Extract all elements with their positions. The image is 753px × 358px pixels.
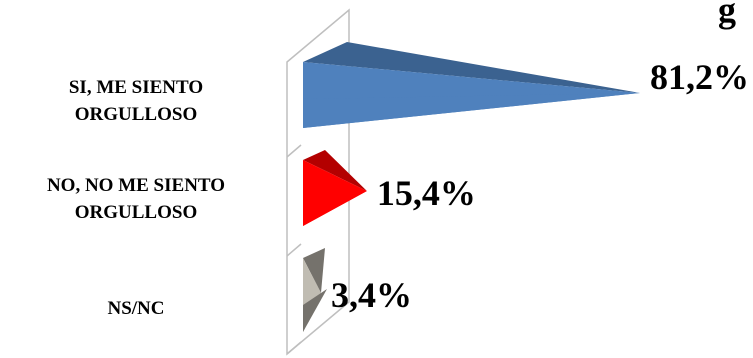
axis-floor-line	[286, 341, 302, 355]
pyramid-bar-lower-face	[303, 93, 640, 128]
value-label: 15,4%	[377, 173, 476, 213]
category-label-line: ORGULLOSO	[75, 104, 197, 125]
pyramid-bar-shadow-face	[303, 289, 327, 332]
chart-title-fragment: g	[718, 0, 736, 30]
labels-group: 81,2% SI, ME SIENTO ORGULLOSO 15,4% NO, NO M…	[47, 57, 749, 319]
category-label-line: NO, NO ME SIENTO	[47, 175, 225, 196]
pyramid-bar-top-face	[303, 248, 325, 293]
category-label: SI, ME SIENTO ORGULLOSO	[69, 77, 203, 125]
pyramid-bar-top-face	[303, 150, 367, 191]
pyramid-bar-lower-face	[303, 191, 367, 226]
axis-tick	[286, 144, 302, 158]
category-label-line: ORGULLOSO	[75, 202, 197, 223]
bars-group	[303, 42, 640, 332]
category-label: NS/NC	[107, 298, 164, 319]
axis-tick	[286, 243, 302, 257]
pyramid-bar	[303, 248, 327, 332]
category-label-line: SI, ME SIENTO	[69, 77, 203, 98]
category-label-line: NS/NC	[107, 298, 164, 319]
value-label: 81,2%	[650, 57, 749, 97]
value-label: 3,4%	[331, 275, 412, 315]
pyramid-bar-top-face	[303, 42, 640, 93]
pyramid-bar	[303, 150, 367, 226]
pyramid-bar	[303, 42, 640, 128]
category-label: NO, NO ME SIENTO ORGULLOSO	[47, 175, 225, 223]
